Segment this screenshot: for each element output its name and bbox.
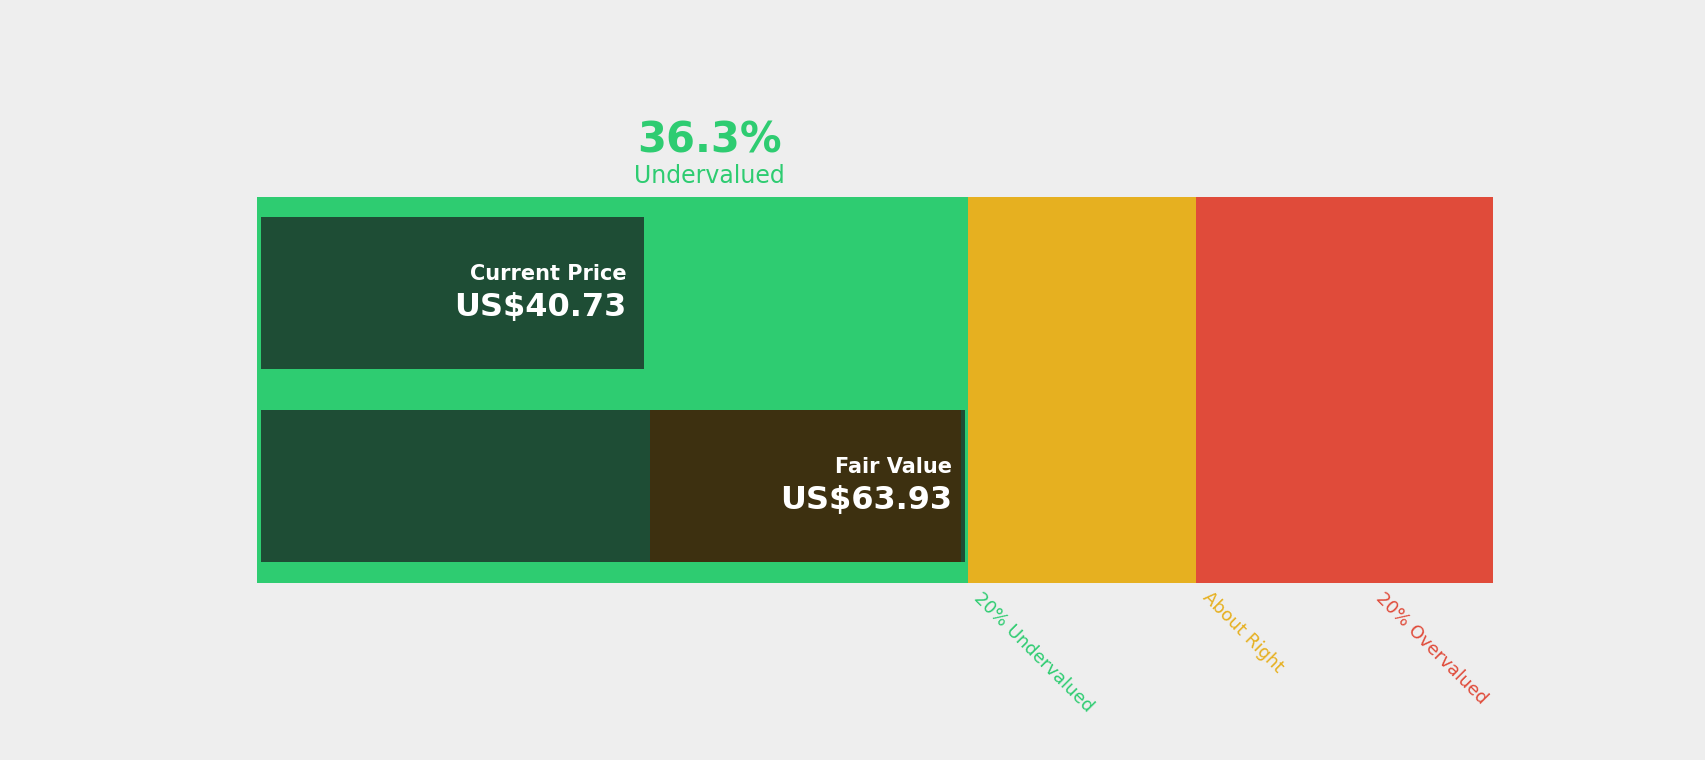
Bar (261, 410, 965, 562)
Text: 36.3%: 36.3% (636, 120, 781, 162)
Text: Fair Value: Fair Value (834, 458, 951, 477)
Text: Current Price: Current Price (469, 264, 626, 284)
Bar (257, 197, 967, 583)
Text: US$40.73: US$40.73 (454, 293, 626, 323)
Bar (650, 410, 960, 562)
Text: About Right: About Right (1199, 588, 1286, 676)
Bar (261, 217, 643, 369)
Bar (1195, 197, 1492, 583)
Bar (967, 197, 1195, 583)
Text: 20% Overvalued: 20% Overvalued (1371, 588, 1490, 708)
Text: US$63.93: US$63.93 (779, 486, 951, 516)
Text: Undervalued: Undervalued (633, 164, 784, 188)
Text: 20% Undervalued: 20% Undervalued (970, 588, 1096, 715)
